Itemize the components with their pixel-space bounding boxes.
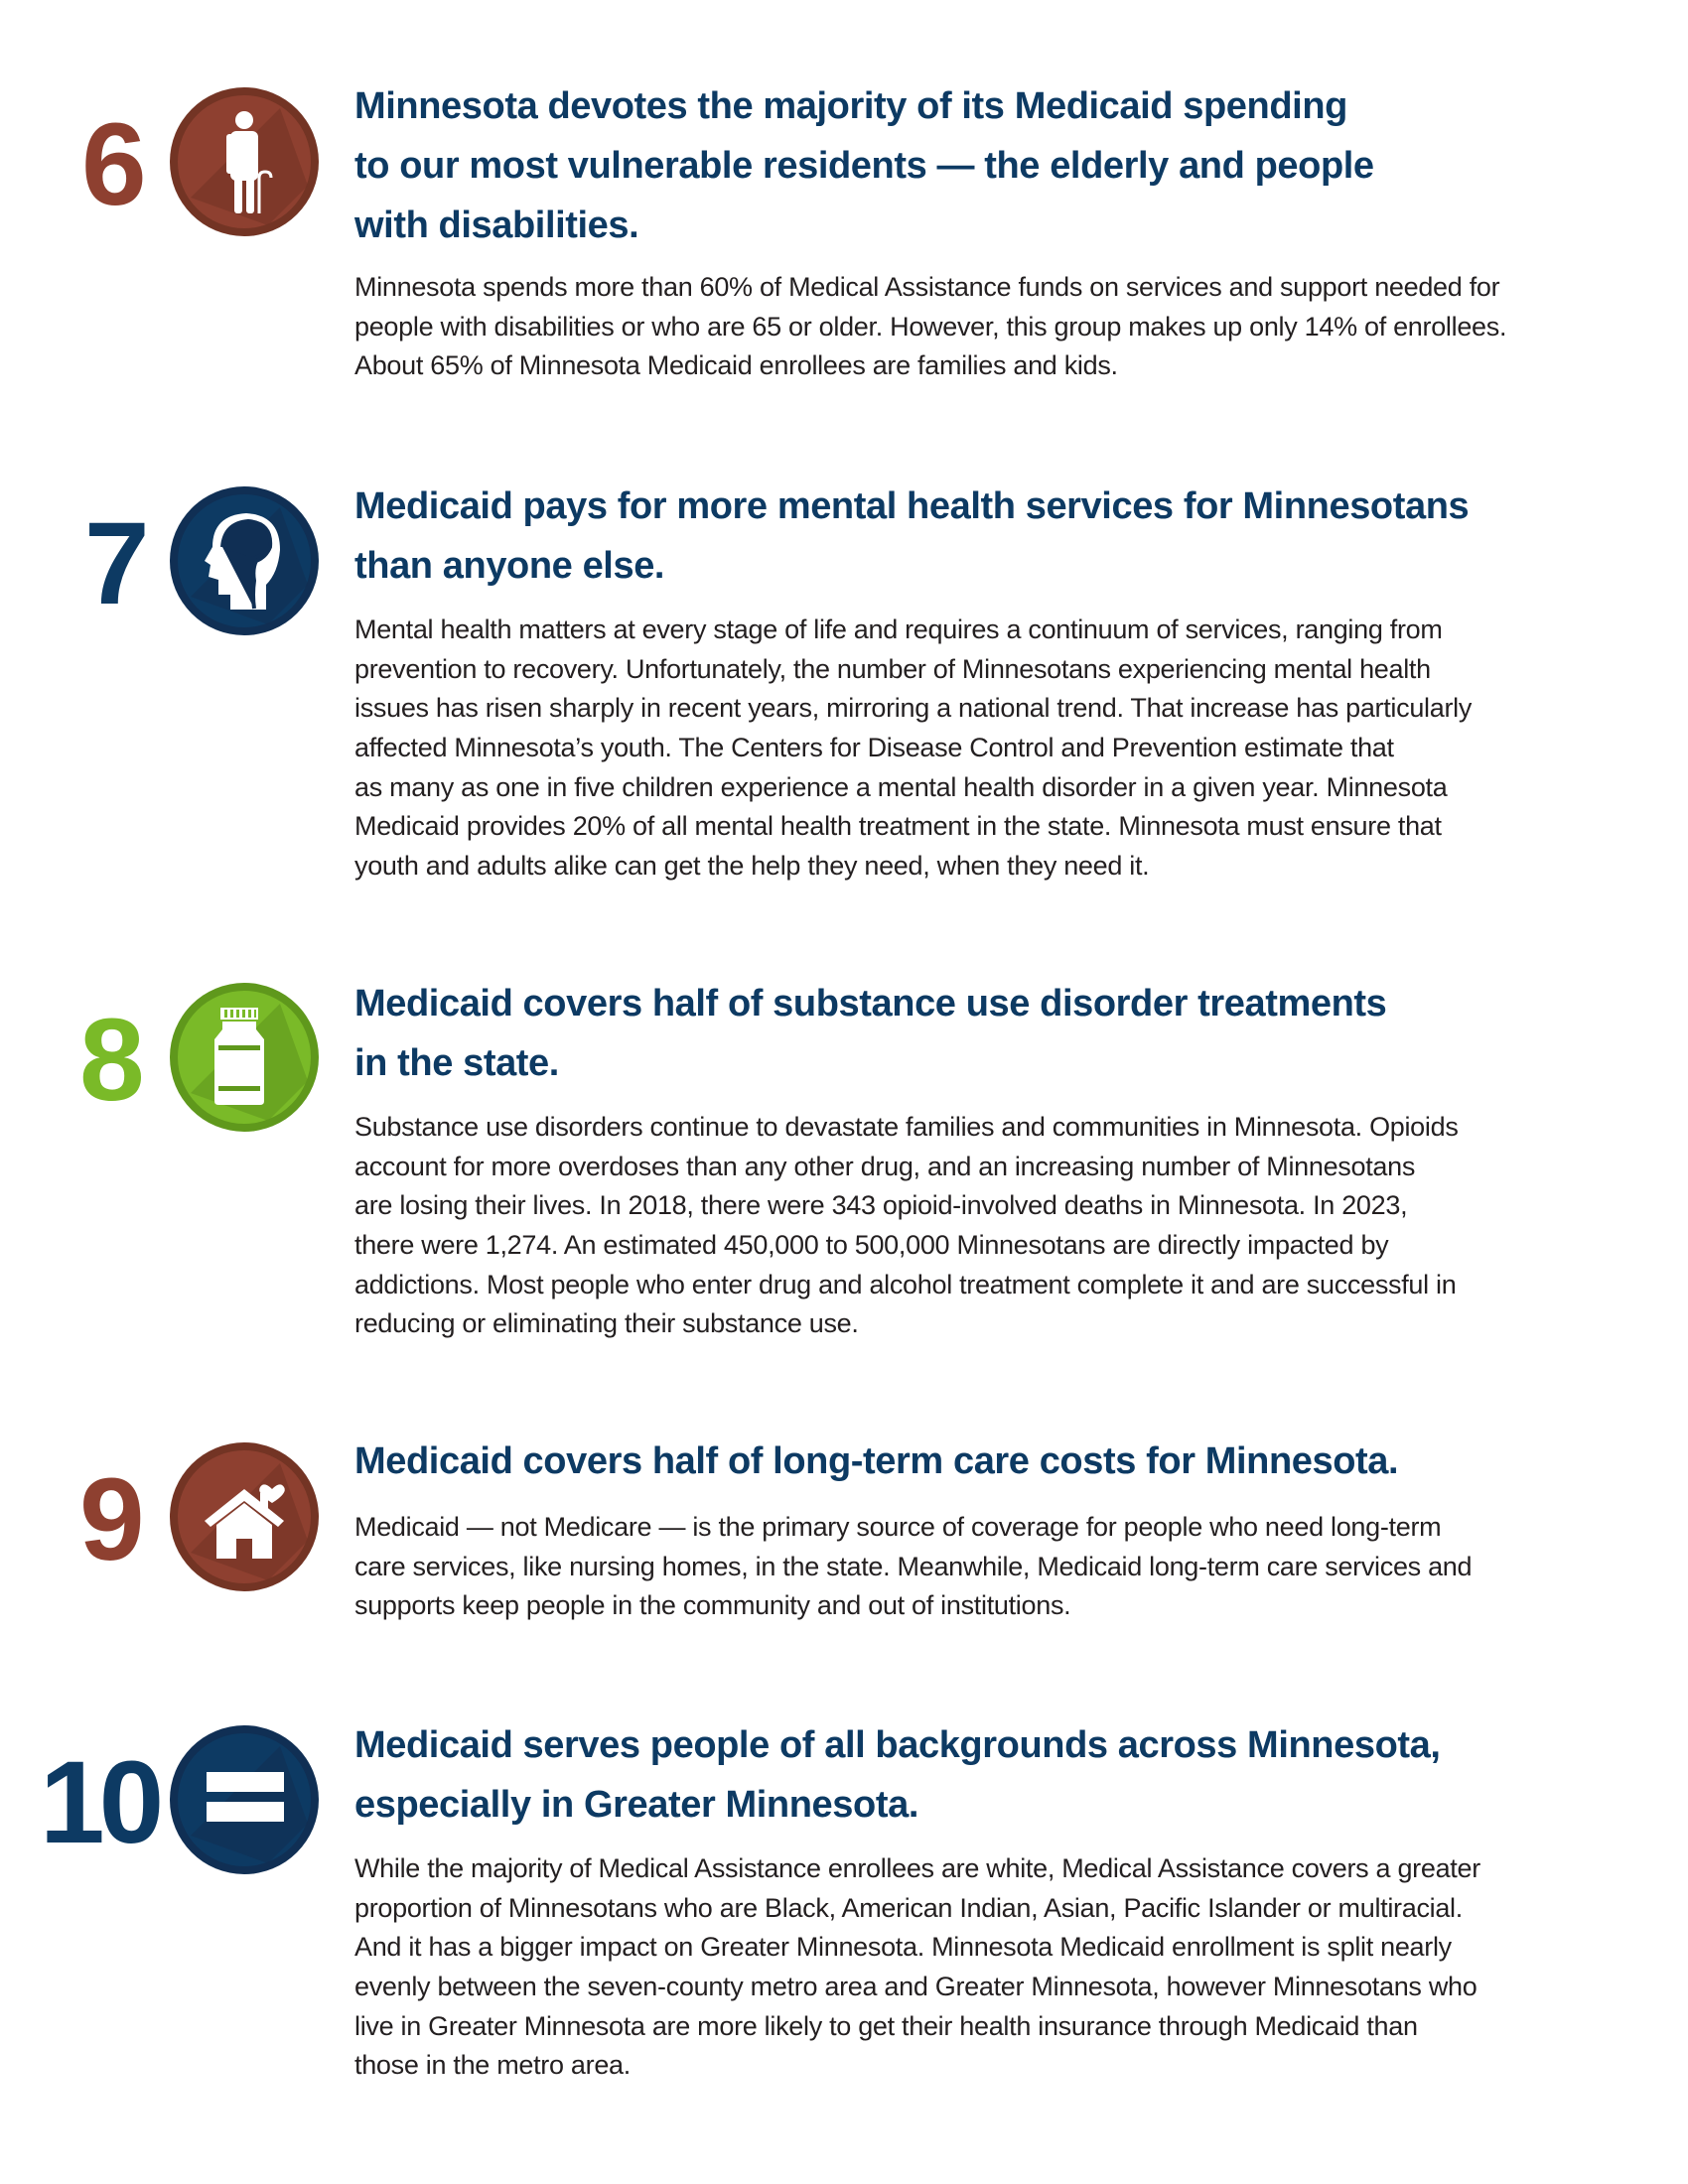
body-line: evenly between the seven-county metro ar… bbox=[354, 1972, 1477, 2002]
body-line: supports keep people in the community an… bbox=[354, 1590, 1071, 1621]
section-heading: Minnesota devotes the majority of its Me… bbox=[354, 76, 1374, 255]
body-line: affected Minnesota’s youth. The Centers … bbox=[354, 733, 1394, 763]
body-line: youth and adults alike can get the help … bbox=[354, 851, 1150, 882]
heading-line: with disabilities. bbox=[354, 205, 639, 246]
body-line: And it has a bigger impact on Greater Mi… bbox=[354, 1932, 1452, 1963]
home-heart-icon bbox=[169, 1441, 320, 1592]
body-line: account for more overdoses than any othe… bbox=[354, 1151, 1416, 1181]
body-line: prevention to recovery. Unfortunately, t… bbox=[354, 653, 1431, 684]
section-number: 6 bbox=[81, 99, 147, 230]
body-line: Minnesota spends more than 60% of Medica… bbox=[354, 272, 1500, 302]
body-line: there were 1,274. An estimated 450,000 t… bbox=[354, 1230, 1389, 1261]
body-line: About 65% of Minnesota Medicaid enrollee… bbox=[354, 350, 1118, 381]
heading-line: Medicaid covers half of substance use di… bbox=[354, 983, 1387, 1024]
body-line: those in the metro area. bbox=[354, 2050, 631, 2081]
heading-line: in the state. bbox=[354, 1042, 559, 1084]
elderly-person-with-cane-icon bbox=[169, 86, 320, 237]
heading-line: Medicaid pays for more mental health ser… bbox=[354, 485, 1470, 527]
section-heading: Medicaid covers half of substance use di… bbox=[354, 974, 1387, 1093]
heading-line: Minnesota devotes the majority of its Me… bbox=[354, 85, 1347, 127]
body-line: people with disabilities or who are 65 o… bbox=[354, 311, 1507, 341]
section-number: 7 bbox=[84, 498, 150, 629]
section-number: 8 bbox=[79, 995, 145, 1126]
body-line: addictions. Most people who enter drug a… bbox=[354, 1269, 1457, 1299]
section-number: 9 bbox=[79, 1454, 145, 1585]
heading-line: to our most vulnerable residents — the e… bbox=[354, 145, 1374, 187]
heading-line: Medicaid covers half of long-term care c… bbox=[354, 1440, 1399, 1482]
section-number: 10 bbox=[40, 1737, 164, 1868]
section-body: While the majority of Medical Assistance… bbox=[354, 1849, 1480, 2086]
section-heading: Medicaid pays for more mental health ser… bbox=[354, 477, 1470, 596]
body-line: live in Greater Minnesota are more likel… bbox=[354, 2010, 1418, 2041]
body-line: are losing their lives. In 2018, there w… bbox=[354, 1190, 1408, 1221]
equals-icon bbox=[169, 1724, 320, 1875]
body-line: proportion of Minnesotans who are Black,… bbox=[354, 1892, 1463, 1923]
body-line: Mental health matters at every stage of … bbox=[354, 614, 1443, 644]
body-line: care services, like nursing homes, in th… bbox=[354, 1551, 1473, 1581]
body-line: Substance use disorders continue to deva… bbox=[354, 1112, 1459, 1142]
medicine-bottle-icon bbox=[169, 982, 320, 1133]
section-heading: Medicaid serves people of all background… bbox=[354, 1715, 1441, 1835]
heading-line: than anyone else. bbox=[354, 545, 665, 587]
body-line: Medicaid provides 20% of all mental heal… bbox=[354, 811, 1442, 842]
heading-line: Medicaid serves people of all background… bbox=[354, 1724, 1441, 1766]
body-line: as many as one in five children experien… bbox=[354, 771, 1448, 802]
section-heading: Medicaid covers half of long-term care c… bbox=[354, 1432, 1399, 1491]
body-line: issues has risen sharply in recent years… bbox=[354, 693, 1473, 724]
heading-line: especially in Greater Minnesota. bbox=[354, 1784, 918, 1826]
section-body: Substance use disorders continue to deva… bbox=[354, 1108, 1459, 1344]
head-brain-icon bbox=[169, 485, 320, 636]
section-body: Minnesota spends more than 60% of Medica… bbox=[354, 268, 1506, 386]
body-line: Medicaid — not Medicare — is the primary… bbox=[354, 1512, 1442, 1542]
body-line: reducing or eliminating their substance … bbox=[354, 1308, 859, 1339]
section-body: Mental health matters at every stage of … bbox=[354, 611, 1472, 887]
body-line: While the majority of Medical Assistance… bbox=[354, 1853, 1480, 1883]
section-body: Medicaid — not Medicare — is the primary… bbox=[354, 1508, 1473, 1626]
